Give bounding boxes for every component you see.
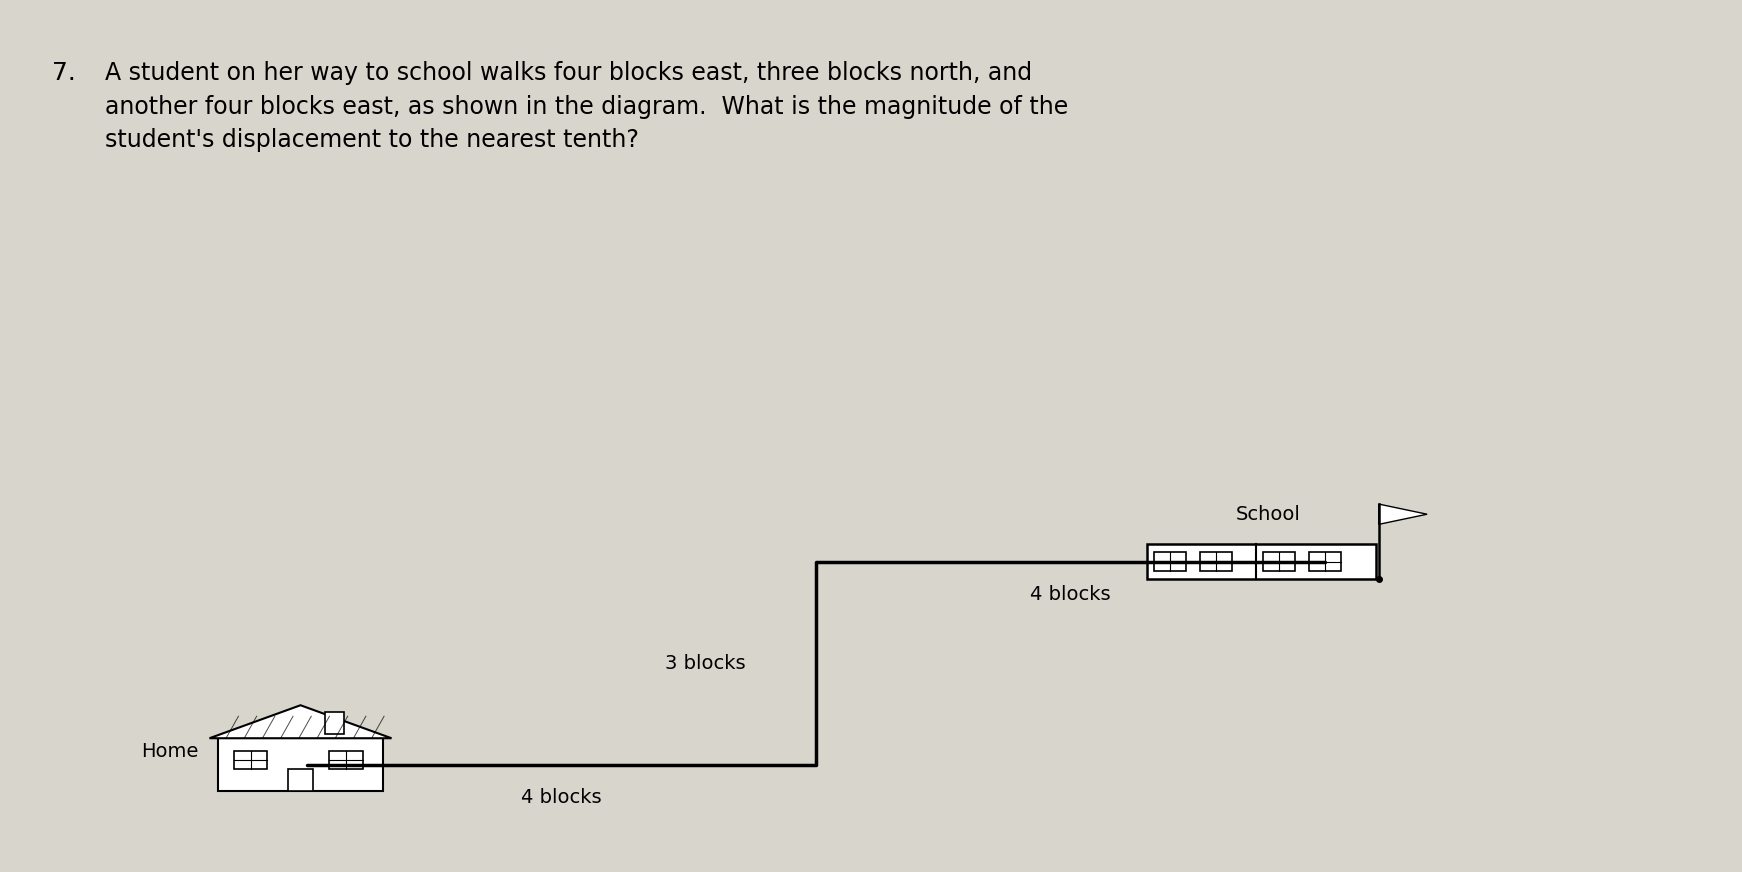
Bar — [218, 739, 383, 791]
Bar — [329, 752, 362, 769]
Bar — [233, 752, 267, 769]
Polygon shape — [209, 705, 392, 739]
Text: 4 blocks: 4 blocks — [1030, 585, 1111, 604]
Polygon shape — [1378, 504, 1427, 524]
Text: 3 blocks: 3 blocks — [665, 654, 746, 672]
Bar — [1200, 552, 1232, 571]
Bar — [1308, 552, 1341, 571]
Text: Home: Home — [141, 741, 199, 760]
Text: School: School — [1235, 506, 1301, 524]
Text: A student on her way to school walks four blocks east, three blocks north, and
a: A student on her way to school walks fou… — [105, 61, 1068, 152]
Bar — [287, 769, 314, 791]
Bar — [1263, 552, 1294, 571]
Bar — [326, 712, 343, 734]
Bar — [1153, 552, 1186, 571]
Bar — [1146, 544, 1376, 579]
Text: 4 blocks: 4 blocks — [521, 788, 601, 807]
Text: 7.: 7. — [52, 61, 77, 85]
